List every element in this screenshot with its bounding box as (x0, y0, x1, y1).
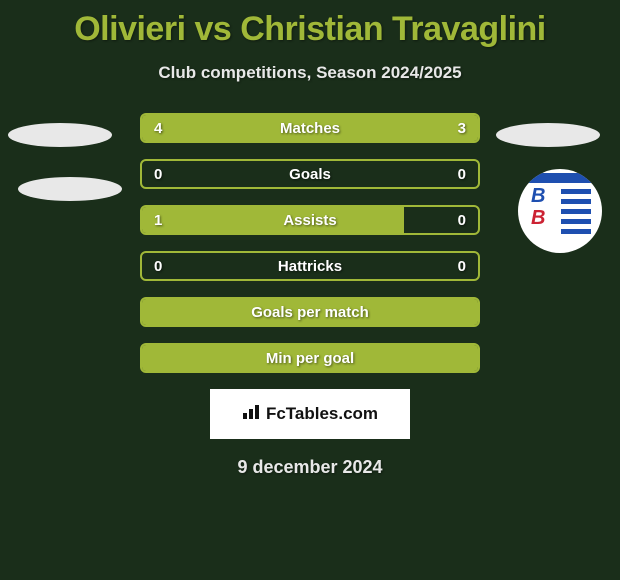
stat-value-left: 0 (154, 161, 162, 187)
player-left-silhouette-1 (8, 123, 112, 147)
stat-bar-goals: Goals0 0 (140, 159, 480, 189)
stat-value-left: 1 (154, 207, 162, 233)
stat-value-right: 3 (458, 115, 466, 141)
date-text: 9 december 2024 (0, 457, 620, 478)
stat-bars: Matches43Goals00Assists10Hattricks00Goal… (140, 113, 480, 373)
badge-letter-2: B (531, 207, 545, 230)
subtitle: Club competitions, Season 2024/2025 (0, 63, 620, 83)
stat-value-left: 4 (154, 115, 162, 141)
stat-value-right: 0 (458, 207, 466, 233)
club-badge-graphic: B B (525, 173, 595, 249)
stat-bar-assists: Assists1 0 (140, 205, 480, 235)
player-right-silhouette (496, 123, 600, 147)
page-title: Olivieri vs Christian Travaglini (0, 0, 620, 49)
badge-letter-1: B (531, 185, 545, 208)
club-badge-right: B B (518, 169, 602, 253)
brand-box: FcTables.com (210, 389, 410, 439)
stat-value-right: 0 (458, 161, 466, 187)
stat-label: Assists (142, 207, 478, 233)
brand-text: FcTables.com (266, 404, 378, 424)
stat-label: Goals per match (142, 299, 478, 325)
stat-label: Min per goal (142, 345, 478, 371)
stat-label: Goals (142, 161, 478, 187)
stat-label: Hattricks (142, 253, 478, 279)
chart-icon (242, 404, 262, 425)
stat-value-left: 0 (154, 253, 162, 279)
stat-bar-matches: Matches4 3 (140, 113, 480, 143)
stat-label: Matches (142, 115, 478, 141)
stat-bar-min-per-goal: Min per goal (140, 343, 480, 373)
player-left-silhouette-2 (18, 177, 122, 201)
stat-value-right: 0 (458, 253, 466, 279)
stat-bar-hattricks: Hattricks0 0 (140, 251, 480, 281)
comparison-area: B B Matches43Goals00Assists10Hattricks00… (0, 113, 620, 373)
stat-bar-goals-per-match: Goals per match (140, 297, 480, 327)
